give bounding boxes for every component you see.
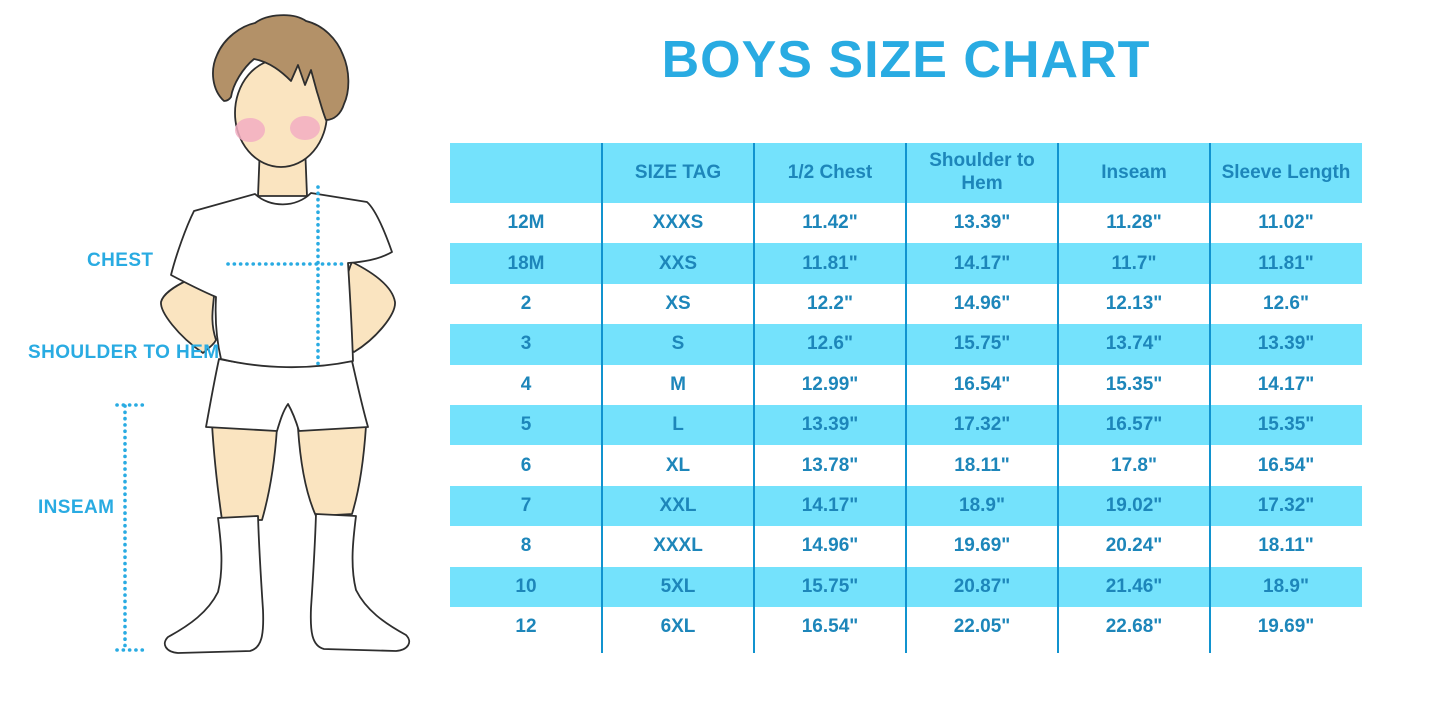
table-cell: 6XL: [660, 616, 696, 638]
column-separator-line: [753, 143, 755, 653]
page-title: BOYS SIZE CHART: [661, 31, 1151, 89]
table-cell: XXXS: [652, 212, 704, 234]
table-cell: 3: [520, 333, 532, 355]
table-cell: 19.69": [953, 535, 1011, 557]
table-cell: 15.35": [1257, 414, 1315, 436]
table-cell: 6: [520, 454, 532, 476]
table-cell: 11.81": [1258, 252, 1314, 274]
table-cell: 7: [520, 494, 532, 516]
column-header: [450, 143, 602, 203]
table-cell: 20.87": [953, 575, 1011, 597]
table-cell: 14.17": [1257, 373, 1315, 395]
blush-left: [235, 118, 265, 142]
table-cell: XS: [665, 292, 691, 314]
boy-tshirt: [170, 192, 393, 369]
table-cell: 15.75": [801, 575, 859, 597]
table-cell: XXL: [659, 494, 697, 516]
table-cell: 12: [515, 616, 537, 638]
table-cell: 18.11": [1258, 535, 1314, 557]
table-cell: 18.9": [1263, 575, 1309, 597]
table-cell: XL: [665, 454, 691, 476]
shoulder-to-hem-label: SHOULDER TO HEM: [28, 342, 220, 363]
inseam-label: INSEAM: [38, 497, 115, 518]
table-cell: 13.39": [953, 212, 1011, 234]
table-cell: 12.2": [807, 292, 853, 314]
table-cell: 2: [520, 292, 532, 314]
table-cell: 12.6": [1263, 292, 1309, 314]
table-cell: 4: [520, 373, 532, 395]
table-cell: 14.96": [953, 292, 1011, 314]
table-cell: 14.17": [801, 494, 859, 516]
table-cell: 5: [520, 414, 532, 436]
table-cell: S: [671, 333, 685, 355]
table-cell: 12M: [507, 212, 545, 234]
table-cell: 14.96": [801, 535, 859, 557]
blush-right: [290, 116, 320, 140]
chest-label: CHEST: [87, 250, 154, 271]
boy-illustration: [115, 14, 410, 654]
table-cell: M: [670, 373, 686, 395]
table-cell: 17.32": [1257, 494, 1315, 516]
table-cell: 16.54": [801, 616, 859, 638]
table-cell: 13.78": [801, 454, 859, 476]
table-cell: 14.17": [953, 252, 1011, 274]
table-cell: 19.02": [1105, 494, 1163, 516]
boy-right-sock: [309, 513, 410, 652]
table-cell: 15.75": [953, 333, 1011, 355]
table-cell: 13.39": [801, 414, 859, 436]
table-cell: 12.13": [1105, 292, 1163, 314]
boy-measurement-figure: CHEST SHOULDER TO HEM INSEAM: [0, 0, 450, 723]
table-cell: XXS: [658, 252, 698, 274]
table-cell: 18M: [507, 252, 545, 274]
size-chart-table: SIZE TAG 1/2 Chest Shoulder to Hem Inseam Sl…: [450, 143, 1362, 655]
table-cell: 22.68": [1105, 616, 1163, 638]
column-header: Inseam: [1101, 161, 1167, 183]
table-cell: 13.74": [1105, 333, 1163, 355]
table-cell: 12.99": [801, 373, 859, 395]
column-header: Sleeve Length: [1221, 161, 1351, 183]
table-cell: 13.39": [1257, 333, 1315, 355]
column-separator-line: [1057, 143, 1059, 653]
table-cell: 11.7": [1111, 252, 1157, 274]
table-cell: 11.02": [1258, 212, 1314, 234]
table-cell: 16.57": [1105, 414, 1163, 436]
table-cell: 18.11": [954, 454, 1010, 476]
column-separator-line: [905, 143, 907, 653]
table-cell: 5XL: [660, 575, 696, 597]
table-cell: 21.46": [1105, 575, 1163, 597]
table-cell: 18.9": [959, 494, 1005, 516]
boy-shorts: [205, 358, 369, 432]
column-header: SIZE TAG: [634, 161, 722, 183]
table-cell: 11.81": [802, 252, 858, 274]
table-cell: 10: [515, 575, 537, 597]
table-cell: 20.24": [1105, 535, 1163, 557]
table-cell: 16.54": [1257, 454, 1315, 476]
column-header: 1/2 Chest: [787, 161, 873, 183]
table-cell: 15.35": [1105, 373, 1163, 395]
table-cell: 22.05": [953, 616, 1011, 638]
column-separator-line: [1209, 143, 1211, 653]
table-cell: 11.28": [1106, 212, 1162, 234]
column-separator-line: [601, 143, 603, 653]
table-cell: 17.8": [1111, 454, 1157, 476]
boy-hair: [212, 14, 350, 121]
boy-left-sock: [164, 515, 265, 654]
boy-right-leg: [297, 425, 367, 517]
table-cell: L: [672, 414, 684, 436]
table-cell: XXXL: [653, 535, 703, 557]
column-header: Shoulder to Hem: [929, 150, 1035, 194]
table-cell: 11.42": [802, 212, 858, 234]
table-cell: 19.69": [1257, 616, 1315, 638]
table-cell: 8: [520, 535, 532, 557]
table-cell: 16.54": [953, 373, 1011, 395]
table-cell: 17.32": [953, 414, 1011, 436]
boy-left-leg: [211, 423, 278, 521]
table-cell: 12.6": [807, 333, 853, 355]
